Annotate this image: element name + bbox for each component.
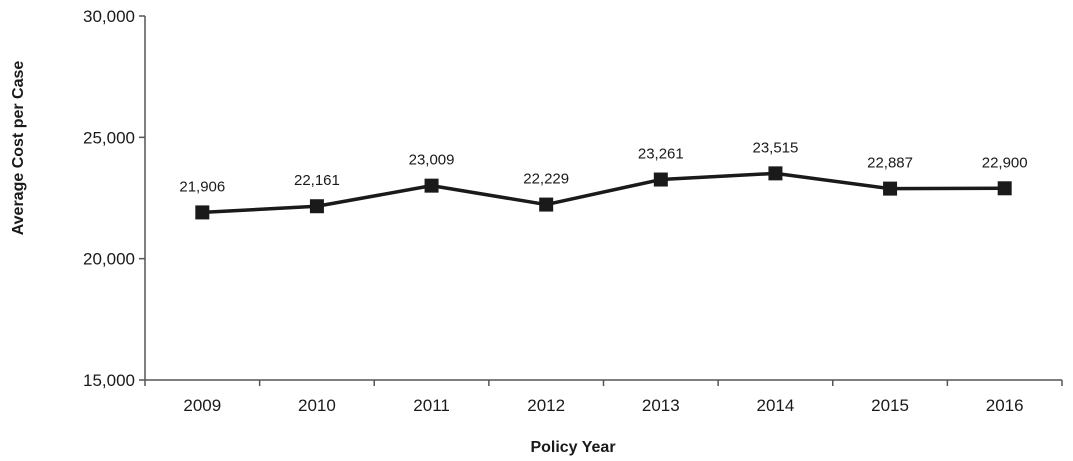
x-axis-title: Policy Year xyxy=(530,439,615,456)
y-axis-ticks: 15,000 20,000 25,000 30,000 xyxy=(83,7,145,390)
data-value-label: 22,229 xyxy=(523,171,569,188)
axes xyxy=(144,16,1062,381)
data-point-marker xyxy=(195,205,210,220)
y-axis-title: Average Cost per Case xyxy=(10,61,27,236)
y-tick-label: 30,000 xyxy=(83,7,135,26)
data-value-label: 22,161 xyxy=(294,172,340,189)
data-point-marker xyxy=(883,181,898,196)
series-line xyxy=(202,171,1005,215)
data-value-label: 22,900 xyxy=(982,154,1028,171)
x-tick-label: 2010 xyxy=(298,396,336,415)
y-tick-label: 20,000 xyxy=(83,250,135,269)
data-value-label: 23,009 xyxy=(409,152,455,169)
x-tick-label: 2011 xyxy=(413,396,450,415)
y-tick-label: 15,000 xyxy=(83,371,135,390)
data-value-label: 23,515 xyxy=(752,139,798,156)
data-point-marker xyxy=(653,172,668,187)
data-value-label: 22,887 xyxy=(867,155,913,172)
x-tick-label: 2016 xyxy=(986,396,1024,415)
data-point-marker xyxy=(309,199,324,214)
y-tick-label: 25,000 xyxy=(83,128,135,147)
data-point-marker xyxy=(424,178,439,193)
x-tick-label: 2009 xyxy=(183,396,221,415)
data-point-marker xyxy=(768,166,783,181)
series-group: 21,906 22,161 23,009 22,229 23,261 23,515 22,8… xyxy=(179,139,1028,220)
x-tick-label: 2014 xyxy=(757,396,795,415)
x-tick-label: 2012 xyxy=(527,396,565,415)
data-point-marker xyxy=(997,181,1012,196)
x-axis-ticks: 2009 2010 2011 2012 2013 2014 2015 2016 xyxy=(144,380,1063,415)
data-value-label: 21,906 xyxy=(179,178,225,195)
x-tick-label: 2013 xyxy=(642,396,680,415)
data-value-label: 23,261 xyxy=(638,146,684,163)
data-point-marker xyxy=(539,197,554,212)
x-tick-label: 2015 xyxy=(871,396,909,415)
